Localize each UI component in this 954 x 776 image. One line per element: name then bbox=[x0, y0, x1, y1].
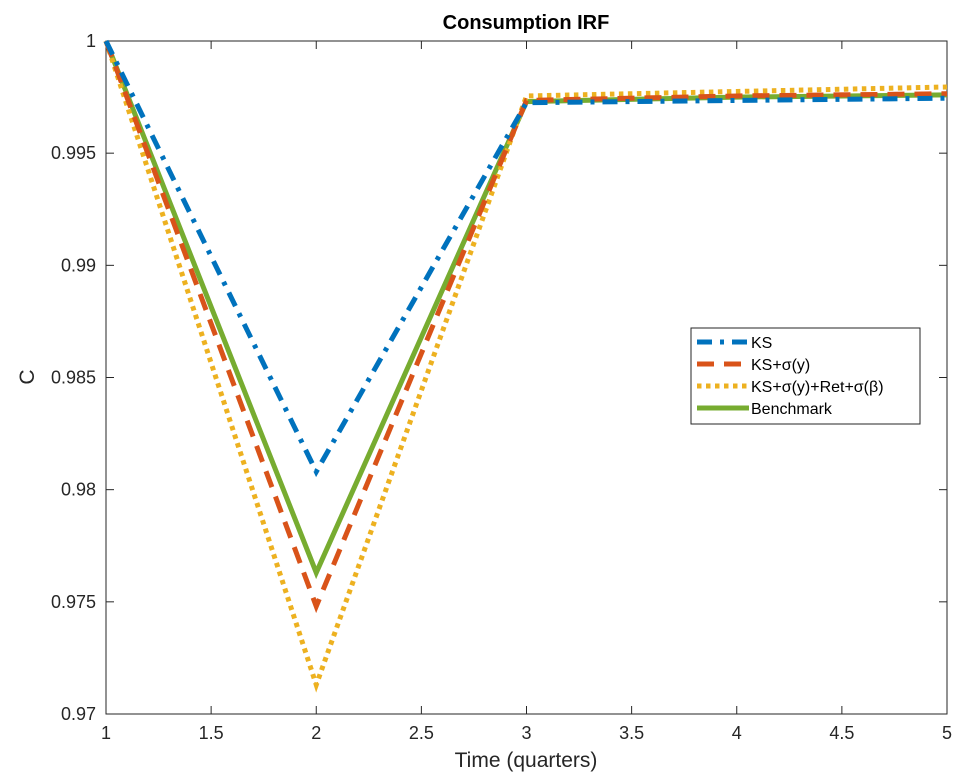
series-lines bbox=[103, 39, 948, 693]
chart-title: Consumption IRF bbox=[443, 12, 610, 34]
y-tick-label: 1 bbox=[86, 31, 96, 51]
legend-label: KS bbox=[751, 335, 772, 352]
legend-label: KS+σ(y) bbox=[751, 357, 810, 374]
legend: KS KS+σ(y) KS+σ(y)+Ret+σ(β) Benchmark bbox=[690, 327, 921, 425]
y-axis-label: C bbox=[16, 369, 39, 384]
x-axis-label: Time (quarters) bbox=[455, 749, 598, 772]
x-tick-label: 2.5 bbox=[409, 723, 434, 743]
y-tick-label: 0.975 bbox=[51, 592, 96, 612]
x-tick-label: 4.5 bbox=[829, 723, 854, 743]
y-tick-label: 0.97 bbox=[61, 704, 96, 724]
x-tick-label: 1 bbox=[101, 723, 111, 743]
y-tick-labels: 0.97 0.975 0.98 0.985 0.99 0.995 1 bbox=[51, 31, 96, 724]
axis-ticks bbox=[105, 40, 948, 715]
x-tick-label: 3 bbox=[521, 723, 531, 743]
series-line-ks-y-ret bbox=[103, 40, 948, 693]
y-tick-label: 0.98 bbox=[61, 480, 96, 500]
x-tick-label: 1.5 bbox=[199, 723, 224, 743]
x-tick-label: 2 bbox=[311, 723, 321, 743]
series-line-ks-y bbox=[103, 40, 948, 614]
y-tick-label: 0.985 bbox=[51, 368, 96, 388]
x-tick-label: 4 bbox=[732, 723, 742, 743]
legend-label: Benchmark bbox=[751, 401, 833, 418]
x-tick-label: 5 bbox=[942, 723, 952, 743]
legend-label: KS+σ(y)+Ret+σ(β) bbox=[751, 379, 884, 396]
x-tick-label: 3.5 bbox=[619, 723, 644, 743]
series-line-ks bbox=[103, 39, 948, 478]
y-tick-label: 0.99 bbox=[61, 255, 96, 275]
x-tick-labels: 1 1.5 2 2.5 3 3.5 4 4.5 5 bbox=[101, 723, 952, 743]
y-tick-label: 0.995 bbox=[51, 143, 96, 163]
